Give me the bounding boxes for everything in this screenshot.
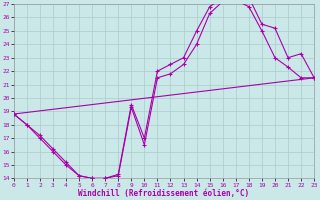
- X-axis label: Windchill (Refroidissement éolien,°C): Windchill (Refroidissement éolien,°C): [78, 189, 250, 198]
